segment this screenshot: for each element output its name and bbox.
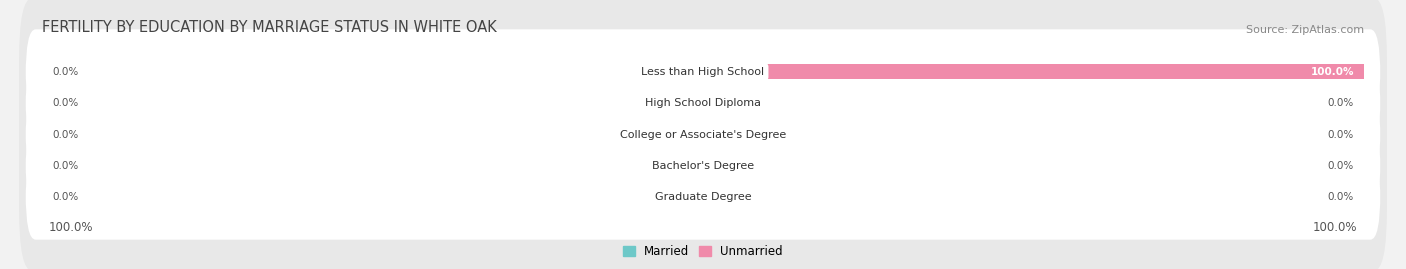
Legend: Married, Unmarried: Married, Unmarried bbox=[619, 240, 787, 263]
Text: Less than High School: Less than High School bbox=[641, 67, 765, 77]
Text: 0.0%: 0.0% bbox=[52, 67, 79, 77]
FancyBboxPatch shape bbox=[25, 123, 1381, 208]
Text: High School Diploma: High School Diploma bbox=[645, 98, 761, 108]
Text: FERTILITY BY EDUCATION BY MARRIAGE STATUS IN WHITE OAK: FERTILITY BY EDUCATION BY MARRIAGE STATU… bbox=[42, 20, 496, 35]
Bar bbox=[657, 64, 703, 79]
Text: 0.0%: 0.0% bbox=[52, 192, 79, 202]
FancyBboxPatch shape bbox=[25, 61, 1381, 146]
Text: Graduate Degree: Graduate Degree bbox=[655, 192, 751, 202]
Text: 0.0%: 0.0% bbox=[1327, 98, 1354, 108]
Text: 0.0%: 0.0% bbox=[52, 98, 79, 108]
FancyBboxPatch shape bbox=[20, 0, 1386, 146]
Text: College or Associate's Degree: College or Associate's Degree bbox=[620, 129, 786, 140]
Text: 0.0%: 0.0% bbox=[1327, 161, 1354, 171]
FancyBboxPatch shape bbox=[20, 92, 1386, 240]
Text: 0.0%: 0.0% bbox=[1327, 192, 1354, 202]
Bar bbox=[657, 158, 703, 174]
Bar bbox=[657, 127, 703, 142]
Text: Bachelor's Degree: Bachelor's Degree bbox=[652, 161, 754, 171]
Text: 0.0%: 0.0% bbox=[52, 161, 79, 171]
Bar bbox=[703, 190, 749, 205]
Text: 100.0%: 100.0% bbox=[1313, 221, 1357, 233]
Text: 100.0%: 100.0% bbox=[1310, 67, 1354, 77]
Text: 0.0%: 0.0% bbox=[1327, 129, 1354, 140]
Text: Source: ZipAtlas.com: Source: ZipAtlas.com bbox=[1246, 25, 1364, 35]
FancyBboxPatch shape bbox=[25, 29, 1381, 114]
FancyBboxPatch shape bbox=[20, 29, 1386, 177]
Text: 100.0%: 100.0% bbox=[49, 221, 93, 233]
FancyBboxPatch shape bbox=[20, 123, 1386, 269]
Text: 0.0%: 0.0% bbox=[52, 129, 79, 140]
FancyBboxPatch shape bbox=[20, 61, 1386, 208]
FancyBboxPatch shape bbox=[25, 155, 1381, 240]
Bar bbox=[703, 127, 749, 142]
Bar bbox=[703, 95, 749, 111]
Bar bbox=[657, 95, 703, 111]
Bar bbox=[703, 158, 749, 174]
Bar bbox=[657, 190, 703, 205]
Bar bbox=[703, 64, 1364, 79]
FancyBboxPatch shape bbox=[25, 92, 1381, 177]
